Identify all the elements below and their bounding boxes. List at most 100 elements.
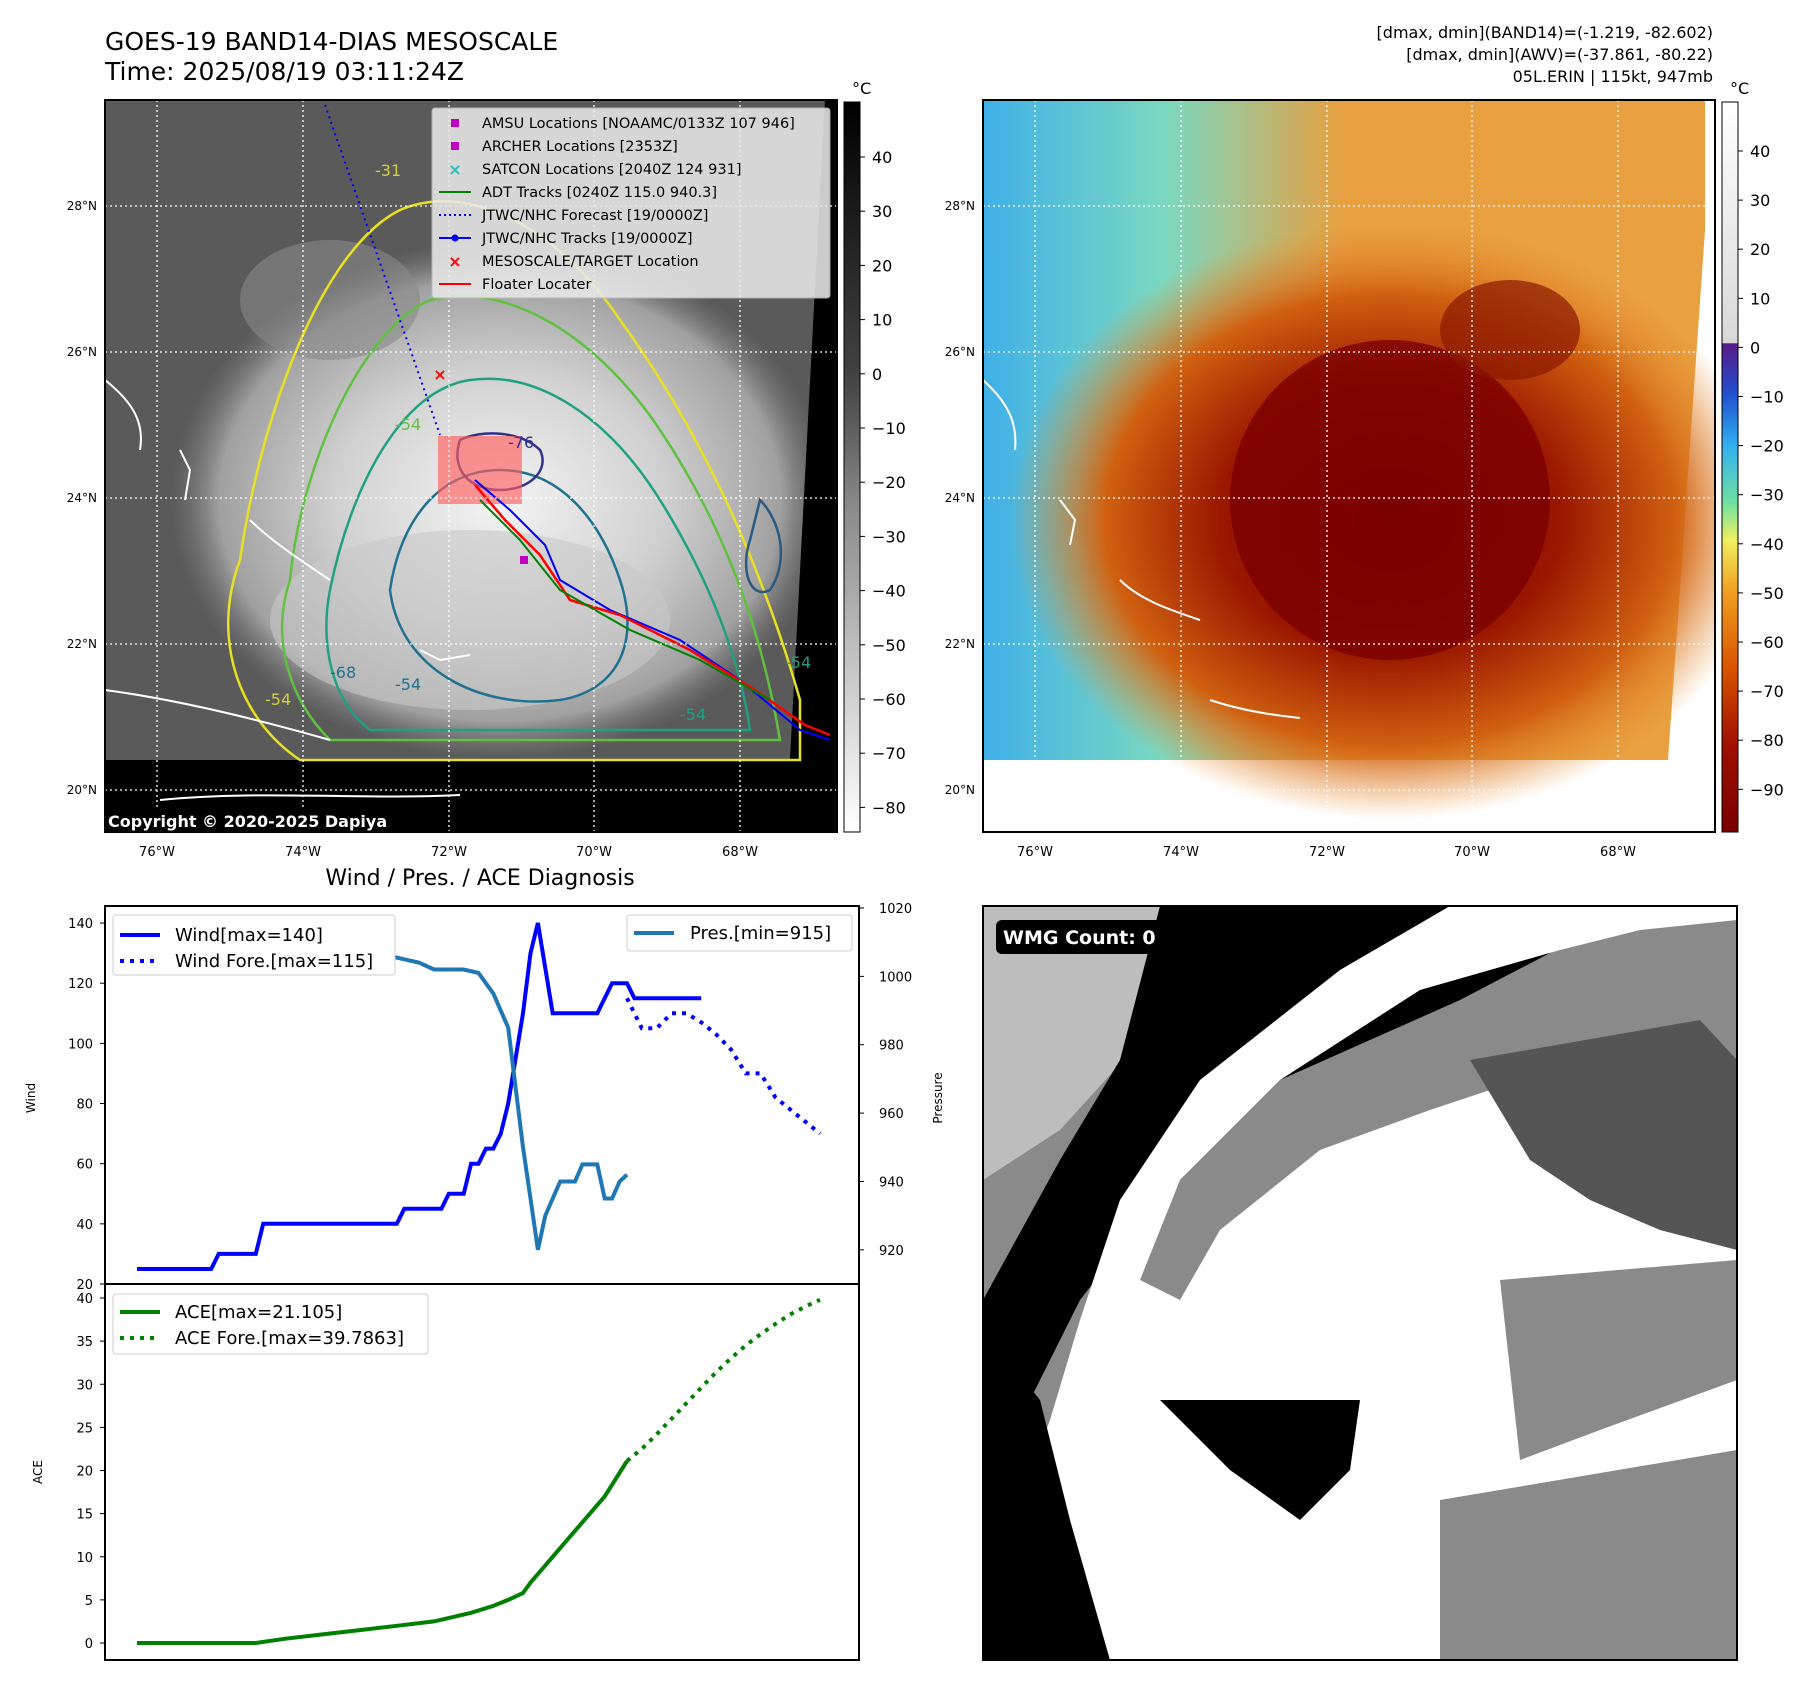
wmg-black-band xyxy=(983,906,1640,1480)
wind-ylabel: Wind xyxy=(24,1083,38,1113)
pressure-ylabel: Pressure xyxy=(931,1072,945,1123)
wind-legend-box xyxy=(112,914,396,976)
coast-turks xyxy=(1209,699,1301,719)
color-map-frame xyxy=(982,99,1716,833)
contour-label: -76 xyxy=(508,433,534,452)
lon-tick-label: 68°W xyxy=(1600,845,1636,860)
wind-ytick-label: 60 xyxy=(76,1158,93,1173)
contour-east-cell xyxy=(744,497,783,594)
colorbar-tick-label: −90 xyxy=(1750,780,1784,799)
wmg-frame xyxy=(982,905,1738,1661)
figure-title: GOES-19 BAND14-DIAS MESOSCALE xyxy=(105,27,558,56)
wind-legend-label: Wind Fore.[max=115] xyxy=(175,951,373,972)
lat-tick-label: 22°N xyxy=(67,637,97,651)
wind-ytick-label: 40 xyxy=(76,1218,93,1233)
lon-tick-label: 72°W xyxy=(1309,845,1345,860)
wmg-black-south xyxy=(983,1330,1110,1660)
colorbar-tick-label: 40 xyxy=(872,148,892,167)
info-band14: [dmax, dmin](BAND14)=(-1.219, -82.602) xyxy=(1377,23,1713,42)
lon-tick-label: 74°W xyxy=(1163,845,1199,860)
lat-tick-label: 24°N xyxy=(67,491,97,505)
ace-ylabel: ACE xyxy=(31,1460,45,1484)
wind-ytick-label: 100 xyxy=(68,1037,93,1052)
lat-tick-label: 20°N xyxy=(945,783,975,797)
ace-legend-label: ACE Fore.[max=39.7863] xyxy=(175,1328,404,1349)
lat-tick-label: 22°N xyxy=(945,637,975,651)
lon-tick-label: 70°W xyxy=(1454,845,1490,860)
coast-bahamas-a xyxy=(179,449,192,501)
wmg-label: WMG Count: 0 xyxy=(1003,927,1156,949)
map-legend-box xyxy=(431,107,831,299)
colorbar-tick-label: −10 xyxy=(1750,388,1784,407)
color-colorbar: °C 40 30 20 10 0 −10 −20 −30 −40 −50 −60 −70 −80 −90 xyxy=(1721,79,1784,833)
colorbar-tick-label: −60 xyxy=(1750,633,1784,652)
lon-tick-label: 74°W xyxy=(285,845,321,860)
ir-contour-labels: -31 -76 -54 -68 -54 -54 -54 -54 xyxy=(265,161,811,724)
wind-ytick-label: 80 xyxy=(76,1098,93,1113)
wmg-panel: WMG Count: 0 xyxy=(982,905,1738,1661)
ace-ytick-label: 5 xyxy=(85,1594,93,1609)
wmg-label-box xyxy=(996,920,1176,954)
info-storm: 05L.ERIN | 115kt, 947mb xyxy=(1513,67,1713,86)
colorbar-tick-label: 30 xyxy=(1750,191,1770,210)
map-legend: AMSU Locations [NOAAMC/0133Z 107 946] ARC… xyxy=(431,107,831,299)
legend-label: AMSU Locations [NOAAMC/0133Z 107 946] xyxy=(482,116,795,132)
contour-teal xyxy=(325,377,752,732)
colorbar-tick-label: −30 xyxy=(1750,486,1784,505)
ir-cloud-band xyxy=(270,530,670,710)
pressure-ytick-label: 1000 xyxy=(879,970,912,985)
colorbar-tick-label: 20 xyxy=(1750,240,1770,259)
wmg-gray-patch xyxy=(1500,1260,1737,1460)
ir-map-frame xyxy=(104,99,838,833)
floater-track-line xyxy=(474,484,831,737)
legend-label: JTWC/NHC Forecast [19/0000Z] xyxy=(481,208,708,224)
ir-cloud-north xyxy=(240,240,420,360)
legend-label: Floater Locater xyxy=(482,277,591,293)
colorbar-tick-label: −50 xyxy=(1750,584,1784,603)
contour-yellow xyxy=(227,200,802,762)
ace-ytick-label: 20 xyxy=(76,1465,93,1480)
colorbar-tick-label: 40 xyxy=(1750,142,1770,161)
colorbar-tick-label: −40 xyxy=(872,582,906,601)
contour-label: -54 xyxy=(395,415,421,434)
ace-ytick-label: 35 xyxy=(76,1335,93,1350)
coast-bahamas-b xyxy=(1119,579,1201,621)
colorbar-tick-label: −20 xyxy=(872,473,906,492)
contour-label: -54 xyxy=(680,705,706,724)
info-awv: [dmax, dmin](AWV)=(-37.861, -80.22) xyxy=(1406,45,1713,64)
gray-colorbar-bar xyxy=(843,101,861,833)
pressure-ytick-label: 980 xyxy=(879,1039,904,1054)
wind-ytick-label: 140 xyxy=(68,917,93,932)
ace-legend-box xyxy=(112,1293,429,1355)
colorbar-tick-label: −80 xyxy=(872,798,906,817)
color-map-coastlines xyxy=(983,379,1301,719)
lat-tick-label: 26°N xyxy=(67,345,97,359)
legend-label: MESOSCALE/TARGET Location xyxy=(482,254,699,270)
series-line-wind-forecast xyxy=(625,997,822,1136)
legend-marker: × xyxy=(448,252,461,271)
adt-track-line xyxy=(479,499,771,701)
pressure-ytick-label: 920 xyxy=(879,1244,904,1259)
copyright-box xyxy=(105,808,413,832)
forecast-track-line xyxy=(324,104,441,436)
colorbar-tick-label: −10 xyxy=(872,419,906,438)
wind-legend-label: Wind[max=140] xyxy=(175,925,323,946)
colorbar-tick-label: 20 xyxy=(872,256,892,275)
pressure-ytick-label: 940 xyxy=(879,1175,904,1190)
wind-ytick-label: 120 xyxy=(68,977,93,992)
coastlines xyxy=(105,379,471,801)
ace-ytick-label: 25 xyxy=(76,1421,93,1436)
lat-tick-label: 28°N xyxy=(67,199,97,213)
ir-contours xyxy=(227,200,802,762)
coast-florida xyxy=(105,379,142,451)
ir-map-panel: × -31 -76 -54 -68 -54 -54 -54 -54 Copyri… xyxy=(67,99,838,860)
legend-label: ADT Tracks [0240Z 115.0 940.3] xyxy=(482,185,717,201)
pressure-legend-label: Pres.[min=915] xyxy=(690,923,831,944)
contour-green xyxy=(280,294,782,742)
wmg-dark-region xyxy=(1470,1020,1737,1250)
colorbar-tick-label: 10 xyxy=(872,311,892,330)
legend-marker xyxy=(451,119,459,127)
lat-tick-label: 24°N xyxy=(945,491,975,505)
wmg-black-patch xyxy=(1160,1400,1360,1520)
ace-ytick-label: 15 xyxy=(76,1508,93,1523)
